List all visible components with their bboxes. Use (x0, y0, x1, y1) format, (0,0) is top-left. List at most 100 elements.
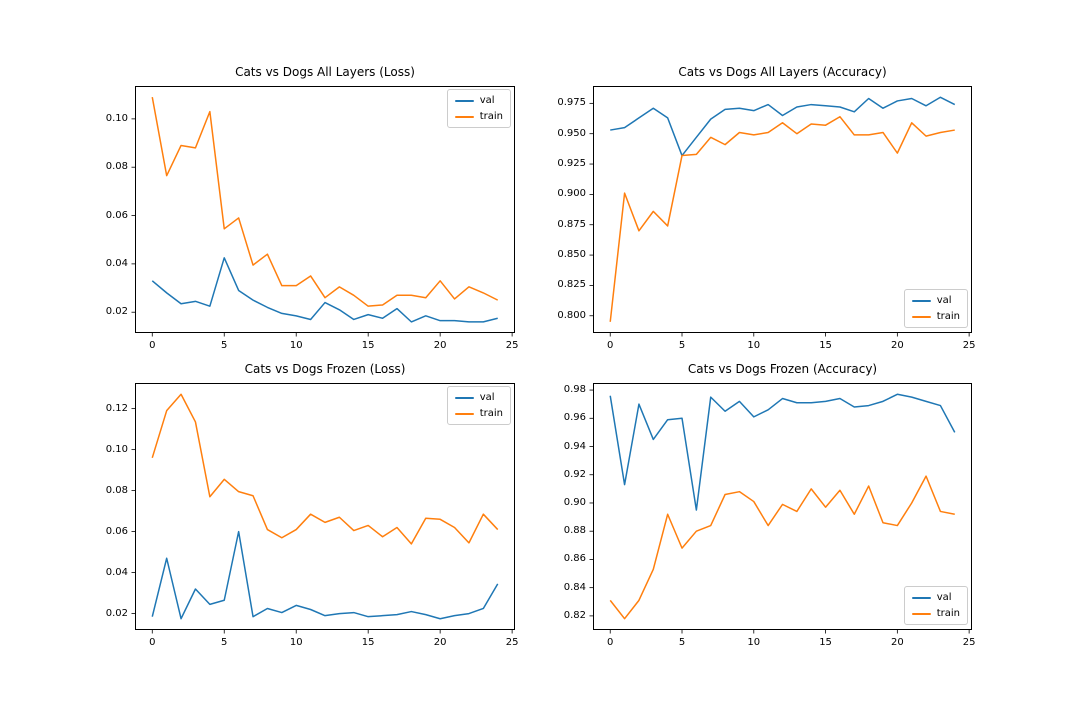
val-line-icon (454, 99, 474, 102)
y-tick-label: 0.800 (557, 309, 586, 321)
train-line-icon (911, 612, 931, 615)
legend-entry-train: train (911, 607, 960, 620)
y-tick-label: 0.86 (563, 553, 586, 565)
y-tick-label: 0.82 (563, 609, 586, 621)
legend-entry-train: train (911, 310, 960, 323)
x-tick-label: 0 (149, 340, 156, 351)
x-tick-label: 0 (149, 637, 156, 648)
line-train (609, 475, 955, 620)
legend: val train (903, 289, 968, 328)
legend-label: train (936, 608, 960, 619)
y-tick-label: 0.12 (105, 402, 128, 414)
y-tick-label: 0.950 (557, 127, 586, 139)
y-tick-label: 0.900 (557, 188, 586, 200)
legend-label: train (479, 408, 503, 419)
plot-area (131, 383, 515, 634)
legend-label: val (479, 392, 495, 403)
x-tick-label: 0 (607, 637, 614, 648)
y-tick-label: 0.825 (557, 279, 586, 291)
axes-spines (135, 86, 515, 333)
x-tick-label: 10 (289, 637, 303, 648)
legend: val train (446, 89, 511, 128)
x-tick-label: 25 (505, 340, 519, 351)
x-tick-label: 5 (221, 637, 228, 648)
axes-spines (593, 383, 972, 630)
legend-label: train (479, 111, 503, 122)
legend-entry-val: val (911, 294, 960, 307)
y-tick-label: 0.90 (563, 496, 586, 508)
y-tick-label: 0.875 (557, 218, 586, 230)
y-tick-label: 0.04 (105, 566, 128, 578)
line-val (610, 96, 956, 157)
line-train (151, 393, 499, 545)
y-tick-label: 0.84 (563, 581, 586, 593)
x-tick-label: 20 (433, 637, 447, 648)
x-tick-label: 5 (678, 637, 686, 648)
plot-area (589, 86, 972, 337)
x-tick-label: 10 (747, 637, 761, 648)
y-tick-label: 0.08 (105, 161, 128, 173)
x-tick-label: 25 (962, 340, 976, 351)
axes-spines (135, 383, 515, 630)
line-val (609, 393, 956, 511)
legend-entry-val: val (454, 94, 503, 107)
x-tick-label: 25 (505, 637, 519, 648)
x-tick-label: 15 (361, 340, 375, 351)
y-tick-label: 0.08 (105, 484, 128, 496)
y-tick-label: 0.92 (563, 468, 586, 480)
y-tick-label: 0.96 (563, 412, 586, 424)
plot-area (131, 86, 515, 337)
x-tick-label: 5 (678, 340, 686, 351)
x-tick-label: 10 (747, 340, 761, 351)
x-tick-label: 5 (221, 340, 228, 351)
line-train (609, 115, 955, 322)
legend-entry-val: val (911, 591, 960, 604)
legend-entry-train: train (454, 407, 503, 420)
y-tick-label: 0.04 (105, 257, 128, 269)
train-line-icon (454, 115, 474, 118)
x-tick-label: 15 (819, 637, 832, 648)
chart-title: Cats vs Dogs All Layers (Accuracy) (678, 65, 887, 79)
line-train (151, 96, 499, 307)
legend: val train (446, 386, 511, 425)
legend-label: val (936, 592, 952, 603)
y-tick-label: 0.06 (105, 525, 128, 537)
axes-spines (593, 86, 972, 333)
y-tick-label: 0.98 (563, 384, 586, 396)
train-line-icon (454, 412, 474, 415)
line-val (151, 257, 498, 323)
y-tick-label: 0.06 (105, 209, 128, 221)
plot-area (589, 383, 972, 634)
chart-title: Cats vs Dogs Frozen (Accuracy) (687, 362, 878, 376)
val-line-icon (911, 299, 931, 302)
val-line-icon (911, 596, 931, 599)
legend-label: val (479, 95, 495, 106)
y-tick-label: 0.94 (563, 440, 586, 452)
x-tick-label: 25 (962, 637, 976, 648)
y-tick-label: 0.850 (557, 249, 586, 261)
train-line-icon (911, 315, 931, 318)
x-tick-label: 0 (607, 340, 614, 351)
y-tick-label: 0.10 (105, 443, 128, 455)
legend-label: train (936, 311, 960, 322)
x-tick-label: 20 (433, 340, 447, 351)
y-tick-label: 0.10 (105, 112, 128, 124)
line-val (151, 530, 499, 620)
chart-title: Cats vs Dogs Frozen (Loss) (244, 362, 406, 376)
x-tick-label: 15 (819, 340, 832, 351)
x-tick-label: 20 (890, 637, 904, 648)
legend-entry-val: val (454, 391, 503, 404)
chart-title: Cats vs Dogs All Layers (Loss) (235, 65, 415, 79)
legend-entry-train: train (454, 110, 503, 123)
x-tick-label: 10 (289, 340, 303, 351)
y-tick-label: 0.975 (557, 97, 586, 109)
y-tick-label: 0.88 (563, 525, 586, 537)
x-tick-label: 15 (361, 637, 375, 648)
legend: val train (903, 586, 968, 625)
val-line-icon (454, 396, 474, 399)
y-tick-label: 0.925 (557, 158, 586, 170)
y-tick-label: 0.02 (105, 306, 128, 318)
legend-label: val (936, 295, 952, 306)
y-tick-label: 0.02 (105, 607, 128, 619)
